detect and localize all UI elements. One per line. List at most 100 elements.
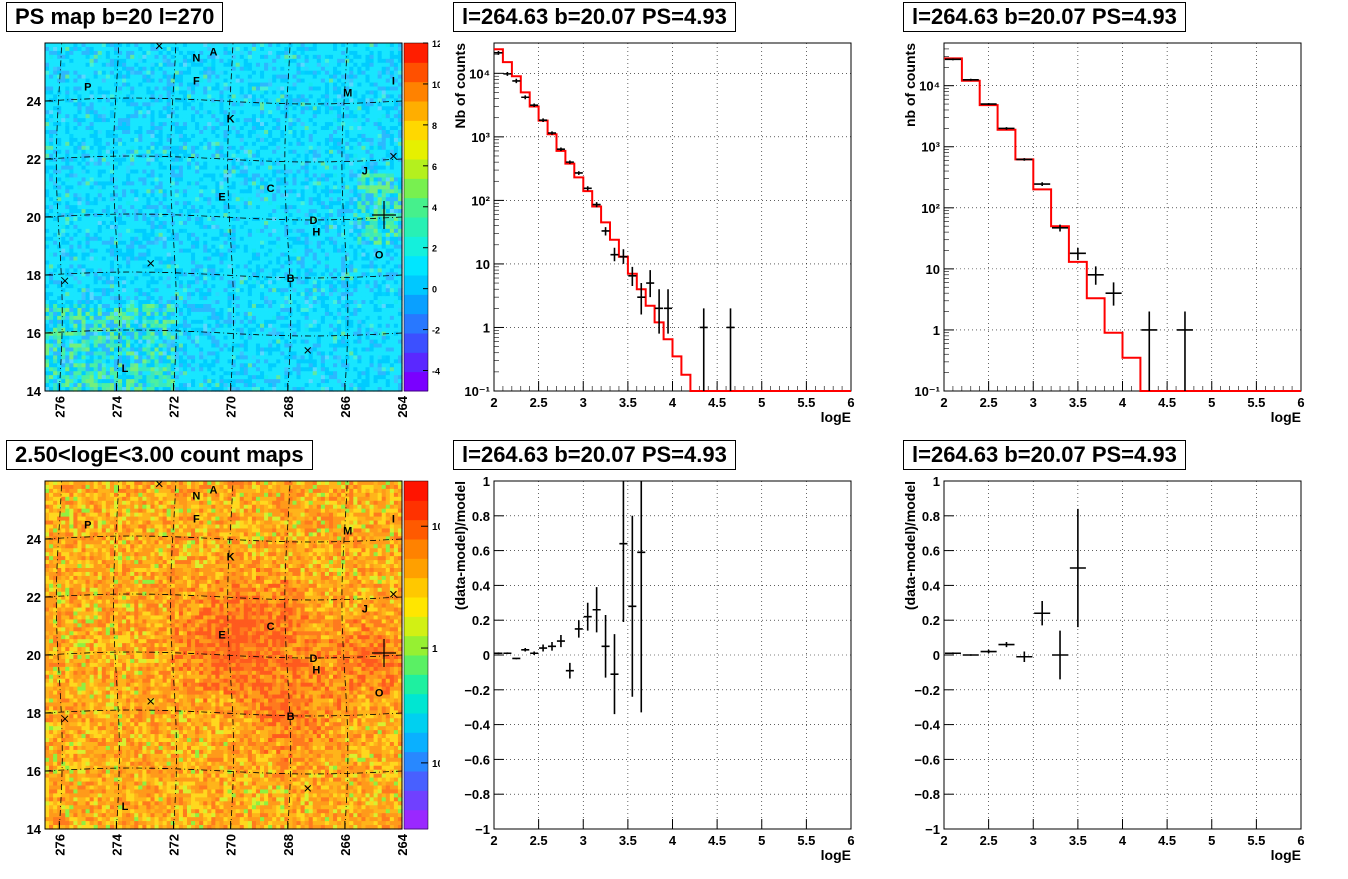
map-x-tick-label: 274 <box>109 833 124 855</box>
y-tick-label: 0 <box>933 648 940 663</box>
color-scale-band <box>404 217 428 237</box>
x-tick-label: 2.5 <box>530 395 548 410</box>
x-tick-label: 5 <box>1208 833 1215 848</box>
y-tick-label: −0.8 <box>464 787 490 802</box>
source-label: M <box>343 525 352 537</box>
color-scale-band <box>404 294 428 314</box>
y-tick-label: 0.4 <box>472 578 491 593</box>
color-scale-band <box>404 62 428 82</box>
scale-tick-label: 10 <box>432 522 440 533</box>
y-tick-label: 0.6 <box>922 544 940 559</box>
x-tick-label: 4.5 <box>708 395 726 410</box>
scale-tick-label: 8 <box>432 121 437 131</box>
y-axis-label: (data-model)/model <box>452 481 468 610</box>
color-scale-band <box>404 140 428 160</box>
y-tick-label: 10 <box>476 257 490 272</box>
map-x-tick-label: 268 <box>281 396 296 418</box>
map-y-tick-label: 24 <box>27 94 42 109</box>
x-axis-label: logE <box>821 409 851 425</box>
x-tick-label: 4 <box>669 395 677 410</box>
residual-point <box>945 652 961 654</box>
scale-tick-label: 1 <box>432 644 438 655</box>
x-tick-label: 6 <box>847 833 854 848</box>
y-tick-label: 10² <box>921 201 940 216</box>
source-label: D <box>309 653 317 665</box>
color-scale-band <box>404 481 428 501</box>
y-tick-label: −0.2 <box>914 683 940 698</box>
color-scale-band <box>404 236 428 256</box>
color-scale-band <box>404 101 428 121</box>
color-scale-band <box>404 82 428 102</box>
spectrum-left-title: l=264.63 b=20.07 PS=4.93 <box>453 2 736 32</box>
source-label: J <box>362 604 368 616</box>
color-scale-band <box>404 616 428 636</box>
y-tick-label: −1 <box>925 822 940 837</box>
y-tick-label: 10⁻¹ <box>464 384 490 399</box>
y-tick-label: −0.6 <box>464 752 490 767</box>
x-tick-label: 2 <box>940 395 947 410</box>
source-label: J <box>362 166 368 178</box>
map-x-tick-label: 272 <box>167 396 182 418</box>
x-tick-label: 2.5 <box>530 833 548 848</box>
source-label: K <box>227 113 235 125</box>
x-tick-label: 6 <box>1297 833 1304 848</box>
y-tick-label: 0.4 <box>922 578 941 593</box>
map-y-tick-label: 16 <box>27 326 41 341</box>
map-x-tick-label: 264 <box>395 833 410 855</box>
x-tick-label: 3 <box>580 833 587 848</box>
x-axis-label: logE <box>821 847 851 863</box>
x-tick-label: 3.5 <box>619 833 637 848</box>
color-scale-band <box>404 120 428 140</box>
x-axis-label: logE <box>1271 409 1301 425</box>
y-tick-label: −0.6 <box>914 752 940 767</box>
map-x-tick-label: 266 <box>338 396 353 418</box>
x-tick-label: 3.5 <box>1069 395 1087 410</box>
source-label: O <box>375 250 384 262</box>
source-label: B <box>287 711 295 723</box>
map-y-tick-label: 20 <box>27 648 41 663</box>
scale-tick-label: -4 <box>432 367 440 377</box>
x-tick-label: 4.5 <box>1158 833 1176 848</box>
x-tick-label: 4.5 <box>1158 395 1176 410</box>
ps-map-title: PS map b=20 l=270 <box>6 2 223 32</box>
scale-tick-label: 2 <box>432 244 437 254</box>
x-tick-label: 5 <box>758 395 765 410</box>
y-tick-label: −0.4 <box>914 718 940 733</box>
x-tick-label: 3 <box>1030 395 1037 410</box>
color-scale-band <box>404 520 428 540</box>
map-y-tick-label: 24 <box>27 532 42 547</box>
color-scale-band <box>404 674 428 694</box>
color-scale-band <box>404 539 428 559</box>
y-tick-label: 10³ <box>921 140 940 155</box>
source-label: C <box>267 621 275 633</box>
color-scale-band <box>404 558 428 578</box>
color-scale-band <box>404 178 428 198</box>
map-y-tick-label: 22 <box>27 590 41 605</box>
color-scale-band <box>404 275 428 295</box>
source-label: P <box>84 82 91 94</box>
color-scale-band <box>404 43 428 63</box>
source-label: L <box>122 363 129 375</box>
color-scale-band <box>404 732 428 752</box>
source-label: H <box>312 665 320 677</box>
x-tick-label: 4 <box>669 833 677 848</box>
color-scale-band <box>404 810 428 830</box>
source-label: N <box>192 491 200 503</box>
color-scale-band <box>404 597 428 617</box>
color-scale-band <box>404 256 428 276</box>
x-tick-label: 2.5 <box>980 395 998 410</box>
y-axis-label: Nb of counts <box>452 43 468 129</box>
source-label: A <box>210 485 218 497</box>
x-tick-label: 6 <box>1297 395 1304 410</box>
x-tick-label: 2 <box>490 833 497 848</box>
x-tick-label: 2.5 <box>980 833 998 848</box>
y-tick-label: 10² <box>471 193 490 208</box>
source-label: C <box>267 183 275 195</box>
y-tick-label: −0.8 <box>914 787 940 802</box>
source-label: I <box>392 76 395 88</box>
x-tick-label: 4 <box>1119 395 1127 410</box>
residual-point <box>963 654 979 656</box>
